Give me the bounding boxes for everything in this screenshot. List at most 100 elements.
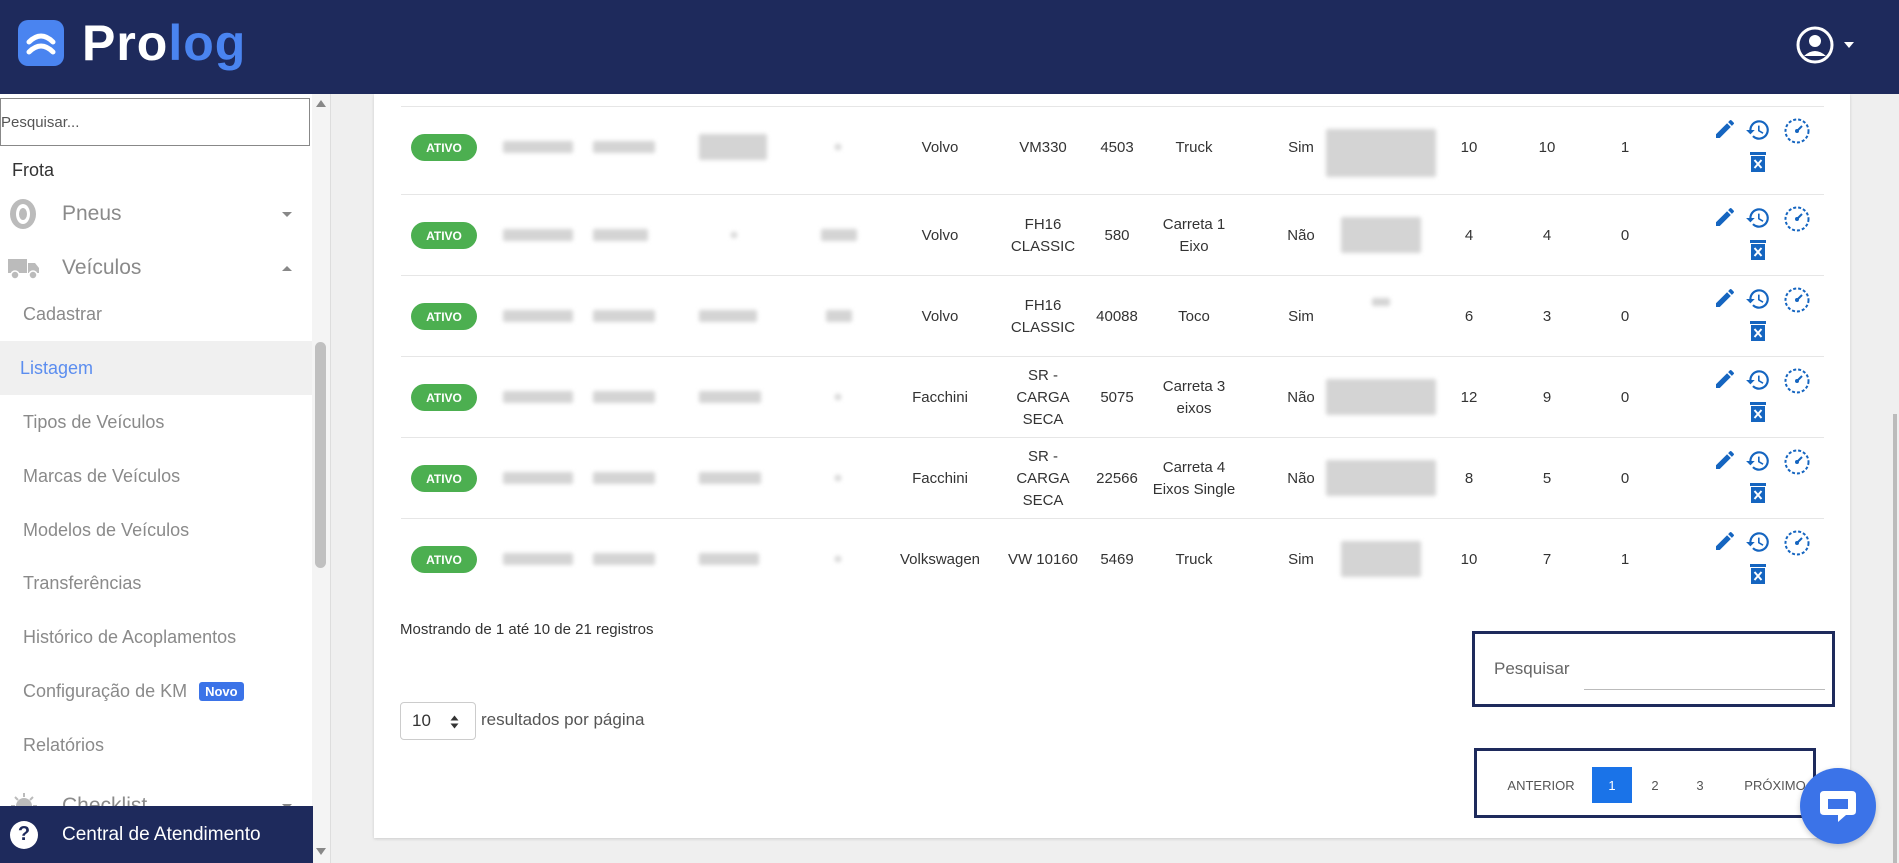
scroll-down-arrow[interactable] [316, 848, 326, 855]
pagination-page-3[interactable]: 3 [1696, 777, 1704, 793]
row-actions [1713, 276, 1823, 357]
cell-c2: 10 [1538, 138, 1556, 156]
sidebar-search-input[interactable] [0, 98, 310, 146]
delete-icon[interactable] [1748, 151, 1768, 173]
edit-icon[interactable] [1713, 448, 1737, 472]
user-menu[interactable] [1796, 26, 1854, 64]
redacted-cell [503, 391, 573, 403]
history-icon[interactable] [1745, 117, 1771, 143]
sidebar-item-modelos-de-veiculos[interactable]: Modelos de Veículos [0, 503, 312, 557]
table-row[interactable]: ATIVO Facchini SR - CARGA SECA 5075 Carreta … [401, 356, 1824, 438]
table-row[interactable]: ATIVO Volkswagen VW 10160 5469 Truck Sim 10 7 1 [401, 518, 1824, 600]
prolog-logo[interactable]: Prolog [18, 18, 246, 68]
redacted-cell [835, 144, 841, 150]
status-cell: ATIVO [411, 519, 477, 600]
sidebar-item-pneus[interactable]: Pneus [0, 196, 310, 232]
sidebar-item-configuracao-de-km[interactable]: Configuração de KM Novo [0, 664, 312, 718]
odometer-icon[interactable] [1783, 448, 1811, 476]
pagination-prev[interactable]: ANTERIOR [1507, 777, 1575, 793]
cell-tipo: Toco [1178, 307, 1210, 325]
sidebar-item-label: Configuração de KM [23, 680, 188, 701]
sidebar-item-label: Relatórios [23, 734, 105, 755]
sidebar-item-listagem[interactable]: Listagem [0, 341, 312, 395]
central-de-atendimento-button[interactable]: ? Central de Atendimento [0, 806, 313, 863]
sidebar-item-veiculos[interactable]: Veículos [0, 250, 310, 286]
cell-tipo: Truck [1175, 550, 1213, 568]
sidebar-item-cadastrar[interactable]: Cadastrar [0, 287, 312, 341]
cell-marca: Facchini [912, 469, 968, 487]
pagination-page-1[interactable]: 1 [1592, 767, 1632, 803]
table-search[interactable]: Pesquisar [1472, 631, 1835, 707]
redacted-cell [1372, 298, 1390, 306]
redacted-cell [1326, 129, 1436, 177]
redacted-cell [593, 553, 655, 565]
delete-icon[interactable] [1748, 320, 1768, 342]
cell-km: 5075 [1100, 388, 1134, 406]
delete-icon[interactable] [1748, 401, 1768, 423]
table-row[interactable]: ATIVO Volvo FH16 CLASSIC 40088 Toco Sim 6 3 0 [401, 275, 1824, 357]
redacted-cell [1326, 379, 1436, 415]
cell-c1: 10 [1460, 138, 1478, 156]
cell-c2: 5 [1542, 469, 1552, 487]
sidebar-item-relatorios[interactable]: Relatórios [0, 718, 312, 772]
cell-motorizado: Não [1287, 388, 1315, 406]
table-row[interactable]: ATIVO Facchini SR - CARGA SECA 22566 Carreta… [401, 437, 1824, 519]
delete-icon[interactable] [1748, 563, 1768, 585]
redacted-cell [699, 472, 761, 484]
history-icon[interactable] [1745, 529, 1771, 555]
edit-icon[interactable] [1713, 286, 1737, 310]
status-cell: ATIVO [411, 195, 477, 276]
table-row[interactable]: ATIVO Volvo VM330 4503 Truck Sim 10 10 1 [401, 106, 1824, 188]
edit-icon[interactable] [1713, 367, 1737, 391]
cell-km: 580 [1104, 226, 1130, 244]
cell-tipo: Truck [1175, 138, 1213, 156]
pagination-next[interactable]: PRÓXIMO [1744, 777, 1806, 793]
history-icon[interactable] [1745, 448, 1771, 474]
cell-c2: 9 [1542, 388, 1552, 406]
delete-icon[interactable] [1748, 482, 1768, 504]
edit-icon[interactable] [1713, 117, 1737, 141]
sidebar-item-pneus-label: Pneus [62, 202, 122, 225]
edit-icon[interactable] [1713, 205, 1737, 229]
cell-km: 22566 [1096, 469, 1138, 487]
history-icon[interactable] [1745, 286, 1771, 312]
table-row[interactable]: ATIVO Volvo FH16 CLASSIC 580 Carreta 1 Eixo N… [401, 194, 1824, 276]
redacted-cell [1326, 460, 1436, 496]
cell-c1: 10 [1460, 550, 1478, 568]
odometer-icon[interactable] [1783, 117, 1811, 145]
history-icon[interactable] [1745, 205, 1771, 231]
scroll-up-arrow[interactable] [316, 100, 326, 107]
cell-modelo: FH16 CLASSIC [1010, 296, 1076, 336]
redacted-cell [731, 232, 737, 238]
help-icon: ? [10, 820, 38, 849]
pagination-page-2[interactable]: 2 [1651, 777, 1659, 793]
sidebar: Frota Pneus Veículos Cadastrar Listagem … [0, 94, 331, 863]
odometer-icon[interactable] [1783, 205, 1811, 233]
truck-icon [8, 259, 39, 280]
per-page-select[interactable]: 10 [400, 702, 476, 740]
odometer-icon[interactable] [1783, 529, 1811, 557]
sidebar-item-marcas-de-veiculos[interactable]: Marcas de Veículos [0, 449, 312, 503]
odometer-icon[interactable] [1783, 286, 1811, 314]
redacted-cell [699, 310, 757, 322]
sidebar-scrollbar-thumb[interactable] [315, 342, 326, 568]
table-search-input[interactable] [1584, 689, 1825, 690]
cell-motorizado: Sim [1288, 550, 1314, 568]
delete-icon[interactable] [1748, 239, 1768, 261]
sidebar-item-historico-de-acoplamentos[interactable]: Histórico de Acoplamentos [0, 610, 312, 664]
user-avatar-icon [1796, 26, 1834, 64]
spinner-arrows-icon [450, 715, 459, 729]
chat-icon [1820, 791, 1856, 822]
sidebar-item-label: Cadastrar [23, 303, 103, 324]
cell-c1: 12 [1460, 388, 1478, 406]
sidebar-item-transferencias[interactable]: Transferências [0, 556, 312, 610]
edit-icon[interactable] [1713, 529, 1737, 553]
chevron-down-icon [1844, 42, 1854, 48]
row-actions [1713, 107, 1823, 188]
odometer-icon[interactable] [1783, 367, 1811, 395]
prolog-logo-icon [18, 20, 64, 66]
chat-button[interactable] [1800, 768, 1876, 844]
main-scrollbar[interactable] [1893, 414, 1897, 863]
history-icon[interactable] [1745, 367, 1771, 393]
sidebar-item-tipos-de-veiculos[interactable]: Tipos de Veículos [0, 395, 312, 449]
